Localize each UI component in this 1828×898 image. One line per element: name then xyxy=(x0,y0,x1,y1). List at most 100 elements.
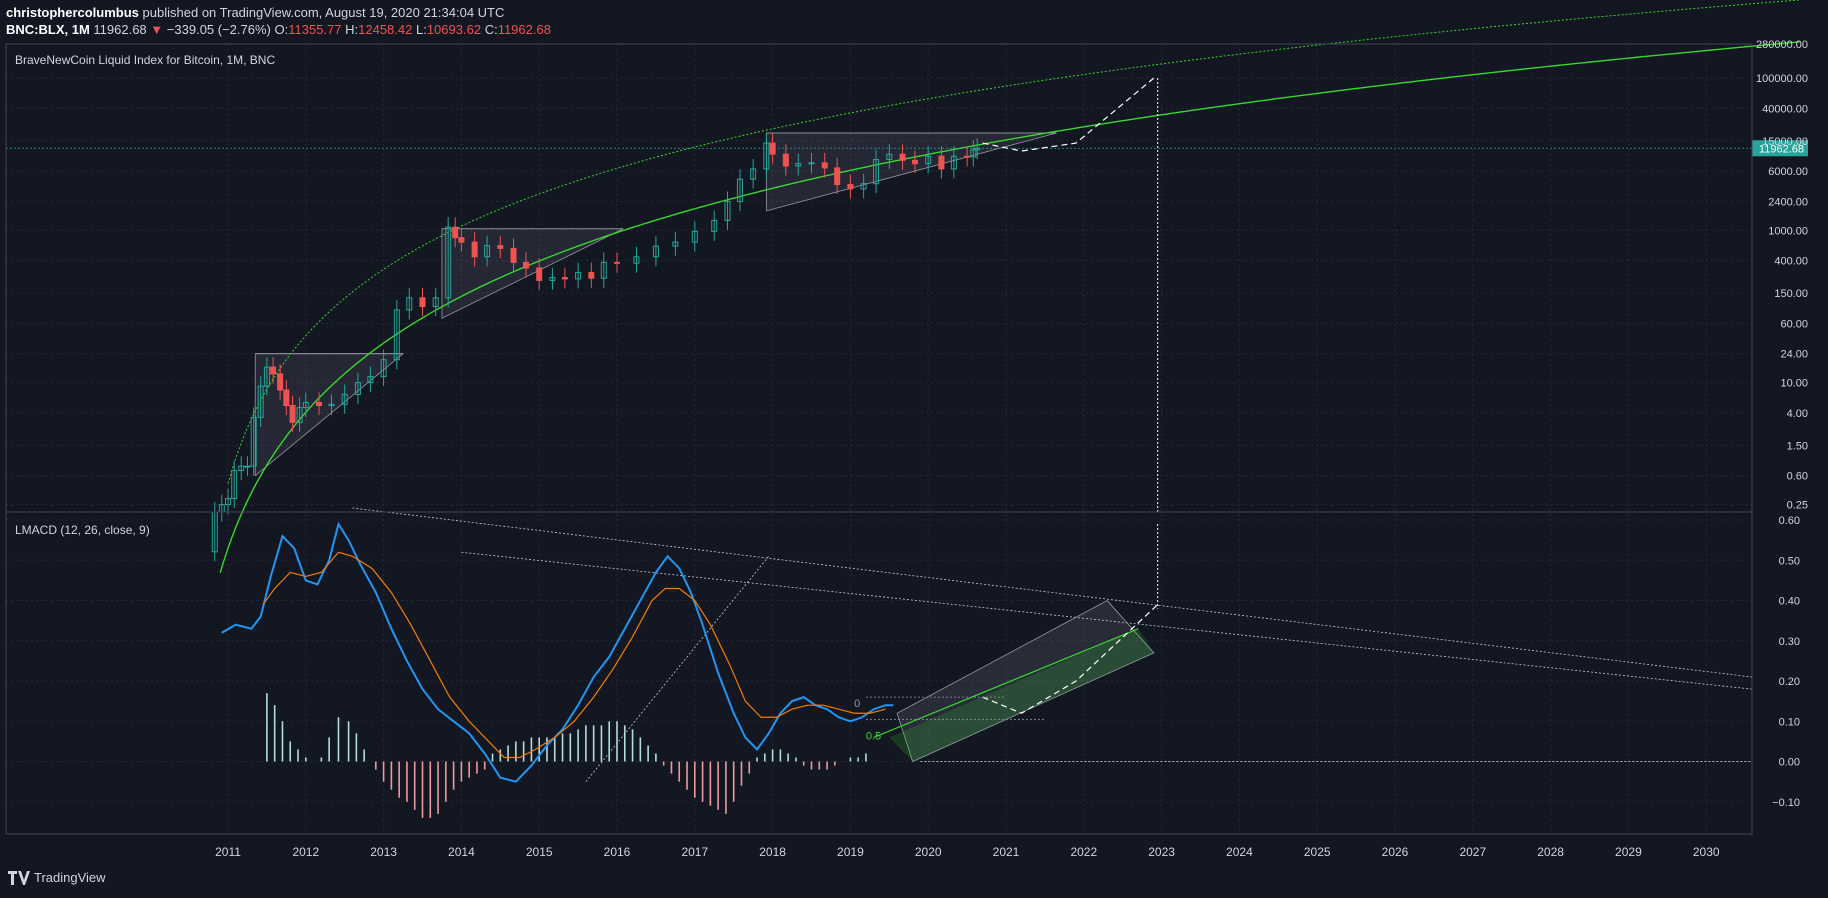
x-tick-label: 2028 xyxy=(1537,845,1564,859)
symbol-label: BNC:BLX, 1M xyxy=(6,22,90,37)
x-tick-label: 2018 xyxy=(759,845,786,859)
x-tick-label: 2026 xyxy=(1382,845,1409,859)
candle-body xyxy=(847,183,854,190)
candle-body xyxy=(257,385,264,418)
last-price-badge xyxy=(1752,140,1808,157)
macd-green-trend xyxy=(873,628,1139,738)
candle-body xyxy=(283,389,290,407)
ohlc-line: BNC:BLX, 1M 11962.68 ▼ −339.05 (−2.76%) … xyxy=(6,21,551,38)
price-tick-label: 400.00 xyxy=(1774,256,1808,268)
x-tick-label: 2019 xyxy=(837,845,864,859)
macd-pane-title: LMACD (12, 26, close, 9) xyxy=(15,523,150,537)
fib-0-label: 0 xyxy=(854,698,860,710)
tradingview-logo-icon xyxy=(8,870,30,885)
candle-body xyxy=(497,245,504,249)
candle-body xyxy=(522,261,529,269)
macd-channel xyxy=(896,600,1155,763)
x-tick-label: 2021 xyxy=(993,845,1020,859)
macd-tick-label: 0.50 xyxy=(1779,555,1800,567)
candle-body xyxy=(484,245,491,258)
candle-body xyxy=(458,237,465,243)
price-tick-label: 10.00 xyxy=(1780,378,1808,390)
x-tick-label: 2027 xyxy=(1459,845,1486,859)
price-tick-label: 4.00 xyxy=(1787,408,1808,420)
low-label: L: xyxy=(415,22,427,37)
candle-body xyxy=(964,155,971,158)
range-triangle xyxy=(441,228,624,319)
macd-tick-label: 0.20 xyxy=(1779,676,1800,688)
candle-body xyxy=(289,405,296,423)
candle-body xyxy=(724,200,731,221)
candle-body xyxy=(452,226,459,239)
candle-body xyxy=(652,245,659,258)
price-tick-label: 1.50 xyxy=(1787,440,1808,452)
candle-body xyxy=(711,219,718,232)
tradingview-logo[interactable]: TradingView xyxy=(8,870,106,885)
author-name[interactable]: christophercolumbus xyxy=(6,5,139,20)
open-value: 11355.77 xyxy=(288,22,342,37)
macd-tick-label: 0.10 xyxy=(1779,716,1800,728)
x-tick-label: 2017 xyxy=(681,845,708,859)
price-tick-label: 0.25 xyxy=(1787,500,1808,512)
high-label: H: xyxy=(345,22,359,37)
candle-body xyxy=(782,153,789,167)
candle-body xyxy=(795,163,802,167)
tradingview-brand: TradingView xyxy=(34,870,106,885)
price-tick-label: 280000.00 xyxy=(1756,39,1808,51)
macd-series xyxy=(221,521,894,818)
candle-body xyxy=(974,147,981,151)
candle-body xyxy=(445,226,452,299)
range-triangle xyxy=(765,132,1057,212)
last-value: 11962.68 xyxy=(93,22,147,37)
candle-body xyxy=(860,183,867,190)
candle-body xyxy=(769,142,776,155)
x-tick-label: 2020 xyxy=(915,845,942,859)
x-tick-label: 2030 xyxy=(1693,845,1720,859)
low-value: 10693.62 xyxy=(426,22,482,37)
pane-frames xyxy=(5,43,1753,835)
candle-body xyxy=(899,153,906,161)
x-tick-label: 2023 xyxy=(1148,845,1175,859)
candle-body xyxy=(691,230,698,243)
candle-body xyxy=(296,407,303,423)
candle-body xyxy=(672,241,679,247)
candle-body xyxy=(536,267,543,281)
x-tick-label: 2029 xyxy=(1615,845,1642,859)
macd-channel-fill xyxy=(889,628,1154,762)
drawings-layer: 11962.68 0 0.5 xyxy=(6,0,1808,782)
candle-body xyxy=(471,241,478,258)
x-tick-label: 2025 xyxy=(1304,845,1331,859)
candle-body xyxy=(938,155,945,170)
candle-body xyxy=(588,271,595,279)
price-tick-label: 100000.00 xyxy=(1756,73,1808,85)
candle-body xyxy=(750,168,757,180)
candle-body xyxy=(406,297,413,311)
price-pane-title: BraveNewCoin Liquid Index for Bitcoin, 1… xyxy=(15,53,275,67)
candle-body xyxy=(238,465,245,472)
candle-body xyxy=(250,416,257,467)
grid-lines xyxy=(6,44,1752,834)
price-tick-label: 6000.00 xyxy=(1768,166,1808,178)
price-series xyxy=(211,133,981,562)
price-tick-label: 2400.00 xyxy=(1768,196,1808,208)
candle-body xyxy=(380,359,387,378)
candle-body xyxy=(225,498,231,506)
high-value: 12458.42 xyxy=(358,22,413,37)
candle-body xyxy=(549,277,556,281)
projection-path xyxy=(982,77,1155,152)
candle-body xyxy=(231,470,238,500)
top-curve xyxy=(227,0,1800,484)
x-tick-label: 2016 xyxy=(604,845,631,859)
x-tick-label: 2013 xyxy=(370,845,397,859)
price-tick-label: 15000.00 xyxy=(1762,136,1808,148)
candle-body xyxy=(432,297,439,307)
candle-body xyxy=(821,162,828,169)
candle-body xyxy=(302,401,309,409)
price-tick-label: 60.00 xyxy=(1780,318,1808,330)
candle-body xyxy=(277,373,284,391)
macd-tick-label: 0.00 xyxy=(1779,757,1800,769)
support-curve xyxy=(219,41,1800,573)
candle-body xyxy=(367,376,374,384)
candle-body xyxy=(834,167,841,185)
